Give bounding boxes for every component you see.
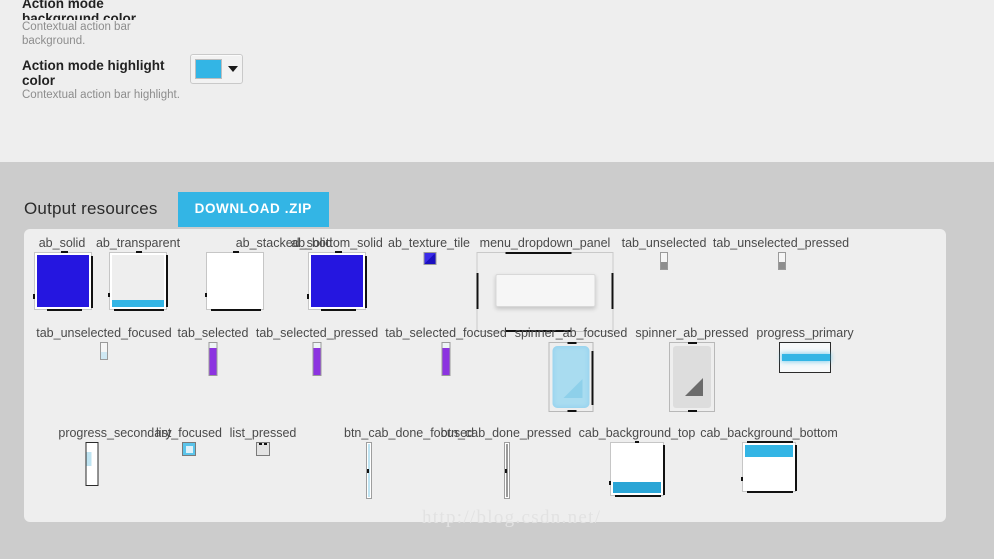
resource-label: btn_cab_done_focused: [344, 426, 474, 440]
resource-thumbnail-progress_primary[interactable]: [779, 342, 831, 373]
resource-label: tab_unselected: [621, 236, 707, 250]
settings-section: Action mode background color Contextual …: [0, 0, 994, 162]
resource-label: tab_selected_pressed: [255, 326, 379, 340]
resource-thumbnail-btn_cab_done_focused[interactable]: [366, 442, 372, 499]
resource-label: menu_dropdown_panel: [479, 236, 611, 250]
resource-thumbnail-ab_solid[interactable]: [33, 251, 93, 311]
resource-label: ab_solid: [38, 236, 86, 250]
resource-row-labels: ab_solid ab_transparent ab_stacked_solid ab…: [24, 236, 946, 252]
setting-row-action-mode-highlight-color: Action mode highlight color Contextual a…: [22, 58, 352, 103]
resource-label: spinner_ab_focused: [514, 326, 628, 340]
resource-thumbnail-cab_background_bottom[interactable]: [741, 441, 797, 493]
output-resources-section: Output resources DOWNLOAD .ZIP ab_solid a…: [0, 162, 994, 559]
resource-label: ab_texture_tile: [387, 236, 471, 250]
resource-label: spinner_ab_pressed: [635, 326, 749, 340]
resource-thumbnail-ab_stacked_solid[interactable]: [205, 251, 264, 311]
resource-label: btn_cab_done_pressed: [440, 426, 572, 440]
setting-description: Contextual action bar highlight.: [22, 89, 180, 101]
resource-thumbnail-list_pressed[interactable]: [256, 442, 270, 456]
resource-thumbnail-spinner_ab_focused[interactable]: [548, 342, 594, 412]
resource-thumbnail-menu_dropdown_panel[interactable]: [476, 252, 614, 332]
resource-label: list_focused: [155, 426, 223, 440]
setting-title: Action mode background color: [22, 0, 137, 20]
resource-label: tab_unselected_focused: [36, 326, 172, 340]
resource-label: progress_secondary: [58, 426, 172, 440]
setting-title-clipped: Action mode background color: [22, 0, 352, 20]
resource-row-thumbs: [24, 441, 946, 518]
resource-thumbnail-tab_selected_focused[interactable]: [441, 342, 451, 376]
resource-label: ab_transparent: [95, 236, 181, 250]
color-swatch[interactable]: [195, 59, 222, 79]
resource-thumbnail-spinner_ab_pressed[interactable]: [669, 342, 715, 412]
resource-thumbnail-tab_unselected_pressed[interactable]: [778, 252, 786, 270]
resources-panel: ab_solid ab_transparent ab_stacked_solid ab…: [24, 229, 946, 528]
setting-row-action-mode-background-color: Action mode background color Contextual …: [22, 0, 352, 48]
resource-row-thumbs: [24, 342, 946, 418]
download-zip-button[interactable]: DOWNLOAD .ZIP: [177, 192, 329, 227]
resource-row: tab_unselected_focused tab_selected tab_se…: [24, 326, 946, 418]
resource-thumbnail-tab_selected_pressed[interactable]: [312, 342, 322, 376]
resource-label: progress_primary: [756, 326, 854, 340]
output-header: Output resources DOWNLOAD .ZIP: [24, 192, 329, 227]
resource-label: tab_unselected_pressed: [712, 236, 850, 250]
resource-label: tab_selected: [177, 326, 249, 340]
chevron-down-icon[interactable]: [228, 66, 238, 72]
setting-title: Action mode highlight color: [22, 58, 165, 88]
resource-thumbnail-cab_background_top[interactable]: [609, 441, 665, 497]
highlight-color-picker[interactable]: [190, 54, 243, 84]
resource-label: cab_background_bottom: [700, 426, 838, 440]
resource-row-labels: progress_secondary list_focused list_press…: [24, 426, 946, 442]
resource-thumbnail-tab_unselected[interactable]: [660, 252, 668, 270]
resource-thumbnail-list_focused[interactable]: [182, 442, 196, 456]
resource-label: tab_selected_focused: [385, 326, 507, 340]
resource-row-thumbs: [24, 251, 946, 332]
setting-description: Contextual action bar background.: [22, 21, 131, 47]
resource-row: progress_secondary list_focused list_press…: [24, 426, 946, 518]
resource-row: ab_solid ab_transparent ab_stacked_solid ab…: [24, 236, 946, 332]
resource-row-labels: tab_unselected_focused tab_selected tab_se…: [24, 326, 946, 342]
resource-label: cab_background_top: [578, 426, 696, 440]
resource-thumbnail-ab_texture_tile[interactable]: [423, 252, 437, 265]
resource-thumbnail-ab_bottom_solid[interactable]: [307, 251, 367, 311]
page-title: Output resources: [24, 199, 158, 219]
resource-thumbnail-ab_transparent[interactable]: [108, 251, 168, 311]
resource-thumbnail-tab_selected[interactable]: [208, 342, 218, 376]
resource-thumbnail-progress_secondary[interactable]: [85, 442, 99, 486]
resource-thumbnail-btn_cab_done_pressed[interactable]: [504, 442, 510, 499]
resource-label: ab_bottom_solid: [291, 236, 383, 250]
resource-label: list_pressed: [229, 426, 297, 440]
resource-thumbnail-tab_unselected_focused[interactable]: [100, 342, 108, 360]
resource-label: ab_stacked_solid: [235, 236, 333, 250]
